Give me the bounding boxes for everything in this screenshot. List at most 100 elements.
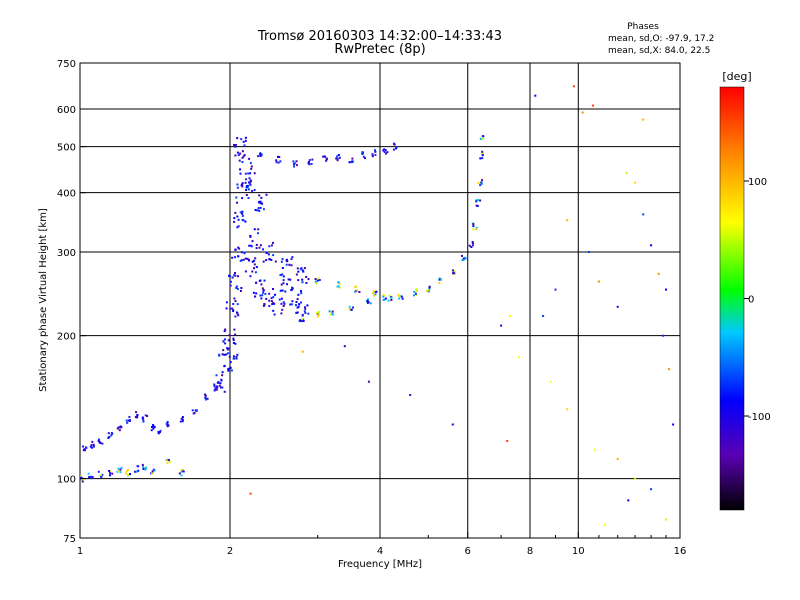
y-tick-label: 300 bbox=[57, 248, 76, 259]
data-point bbox=[234, 333, 237, 336]
data-point bbox=[472, 223, 475, 226]
data-point bbox=[230, 369, 233, 372]
data-point bbox=[268, 292, 271, 295]
data-point bbox=[244, 270, 247, 273]
data-point bbox=[237, 314, 240, 317]
data-point bbox=[117, 426, 120, 429]
data-point bbox=[300, 320, 303, 322]
data-point bbox=[348, 307, 351, 310]
data-point bbox=[80, 475, 82, 478]
data-point bbox=[243, 251, 246, 254]
data-point bbox=[257, 228, 260, 231]
data-point bbox=[316, 311, 318, 314]
data-point bbox=[251, 260, 254, 263]
data-point bbox=[237, 246, 240, 249]
data-point bbox=[398, 297, 401, 300]
data-point bbox=[180, 474, 183, 477]
data-point bbox=[242, 155, 245, 158]
data-point bbox=[233, 357, 236, 360]
data-point bbox=[415, 288, 418, 291]
data-point bbox=[290, 303, 293, 306]
data-point bbox=[119, 471, 122, 474]
data-point bbox=[215, 385, 218, 388]
data-point bbox=[118, 429, 121, 432]
data-point bbox=[231, 307, 234, 310]
data-point bbox=[233, 217, 236, 220]
data-point bbox=[117, 470, 120, 473]
data-point bbox=[277, 161, 280, 164]
data-point bbox=[248, 177, 251, 180]
data-point bbox=[338, 282, 341, 285]
data-point bbox=[352, 306, 354, 309]
data-point bbox=[181, 420, 184, 423]
data-point bbox=[374, 293, 377, 296]
data-point bbox=[166, 458, 169, 461]
data-point bbox=[215, 374, 218, 377]
data-point bbox=[253, 267, 255, 270]
data-point bbox=[472, 228, 475, 231]
colorbar-label: [deg] bbox=[722, 70, 751, 83]
data-point bbox=[236, 201, 238, 204]
data-point bbox=[350, 161, 353, 164]
data-point bbox=[237, 275, 239, 278]
data-point bbox=[336, 157, 339, 160]
data-point bbox=[297, 305, 300, 308]
data-point bbox=[280, 260, 283, 263]
data-point bbox=[224, 338, 226, 341]
data-point bbox=[241, 214, 244, 217]
data-point bbox=[297, 270, 300, 273]
data-point bbox=[382, 295, 385, 298]
data-point bbox=[255, 281, 258, 284]
data-point bbox=[151, 472, 153, 475]
data-point bbox=[259, 152, 262, 155]
data-point bbox=[290, 258, 293, 260]
data-point bbox=[296, 311, 299, 314]
data-point bbox=[338, 286, 341, 289]
data-point bbox=[336, 155, 339, 158]
data-point bbox=[254, 257, 257, 260]
data-point bbox=[243, 144, 246, 147]
data-point bbox=[262, 289, 265, 292]
data-point bbox=[506, 440, 509, 442]
stats-heading: Phases bbox=[627, 22, 659, 32]
data-point bbox=[662, 334, 665, 337]
data-point bbox=[295, 312, 298, 314]
data-point bbox=[227, 347, 230, 350]
data-point bbox=[213, 385, 216, 388]
data-point bbox=[227, 352, 230, 355]
data-point bbox=[348, 161, 351, 164]
data-point bbox=[587, 251, 590, 253]
data-point bbox=[318, 311, 320, 314]
data-point bbox=[213, 389, 216, 392]
data-point bbox=[481, 154, 484, 157]
data-point bbox=[247, 188, 250, 191]
data-point bbox=[281, 308, 284, 311]
data-point bbox=[566, 219, 569, 222]
data-point bbox=[98, 438, 100, 441]
data-point bbox=[191, 409, 194, 412]
data-point bbox=[235, 357, 238, 360]
data-point bbox=[243, 154, 246, 157]
data-point bbox=[142, 467, 145, 470]
y-tick-label: 500 bbox=[57, 143, 76, 154]
data-point bbox=[274, 260, 277, 263]
data-point bbox=[223, 330, 226, 333]
data-point bbox=[221, 371, 224, 374]
data-point bbox=[224, 328, 227, 331]
data-point bbox=[268, 299, 271, 302]
data-point bbox=[305, 282, 308, 284]
data-point bbox=[245, 189, 248, 191]
data-point bbox=[272, 288, 274, 290]
data-point bbox=[97, 439, 100, 442]
data-point bbox=[480, 181, 483, 184]
data-point bbox=[413, 290, 416, 293]
data-point bbox=[627, 499, 630, 502]
data-point bbox=[142, 418, 145, 421]
x-tick-label: 6 bbox=[465, 546, 471, 557]
data-point bbox=[217, 381, 220, 384]
data-point bbox=[266, 251, 268, 254]
x-tick-label: 2 bbox=[227, 546, 233, 557]
data-point bbox=[219, 382, 222, 385]
data-point bbox=[257, 207, 260, 210]
data-point bbox=[300, 290, 302, 293]
